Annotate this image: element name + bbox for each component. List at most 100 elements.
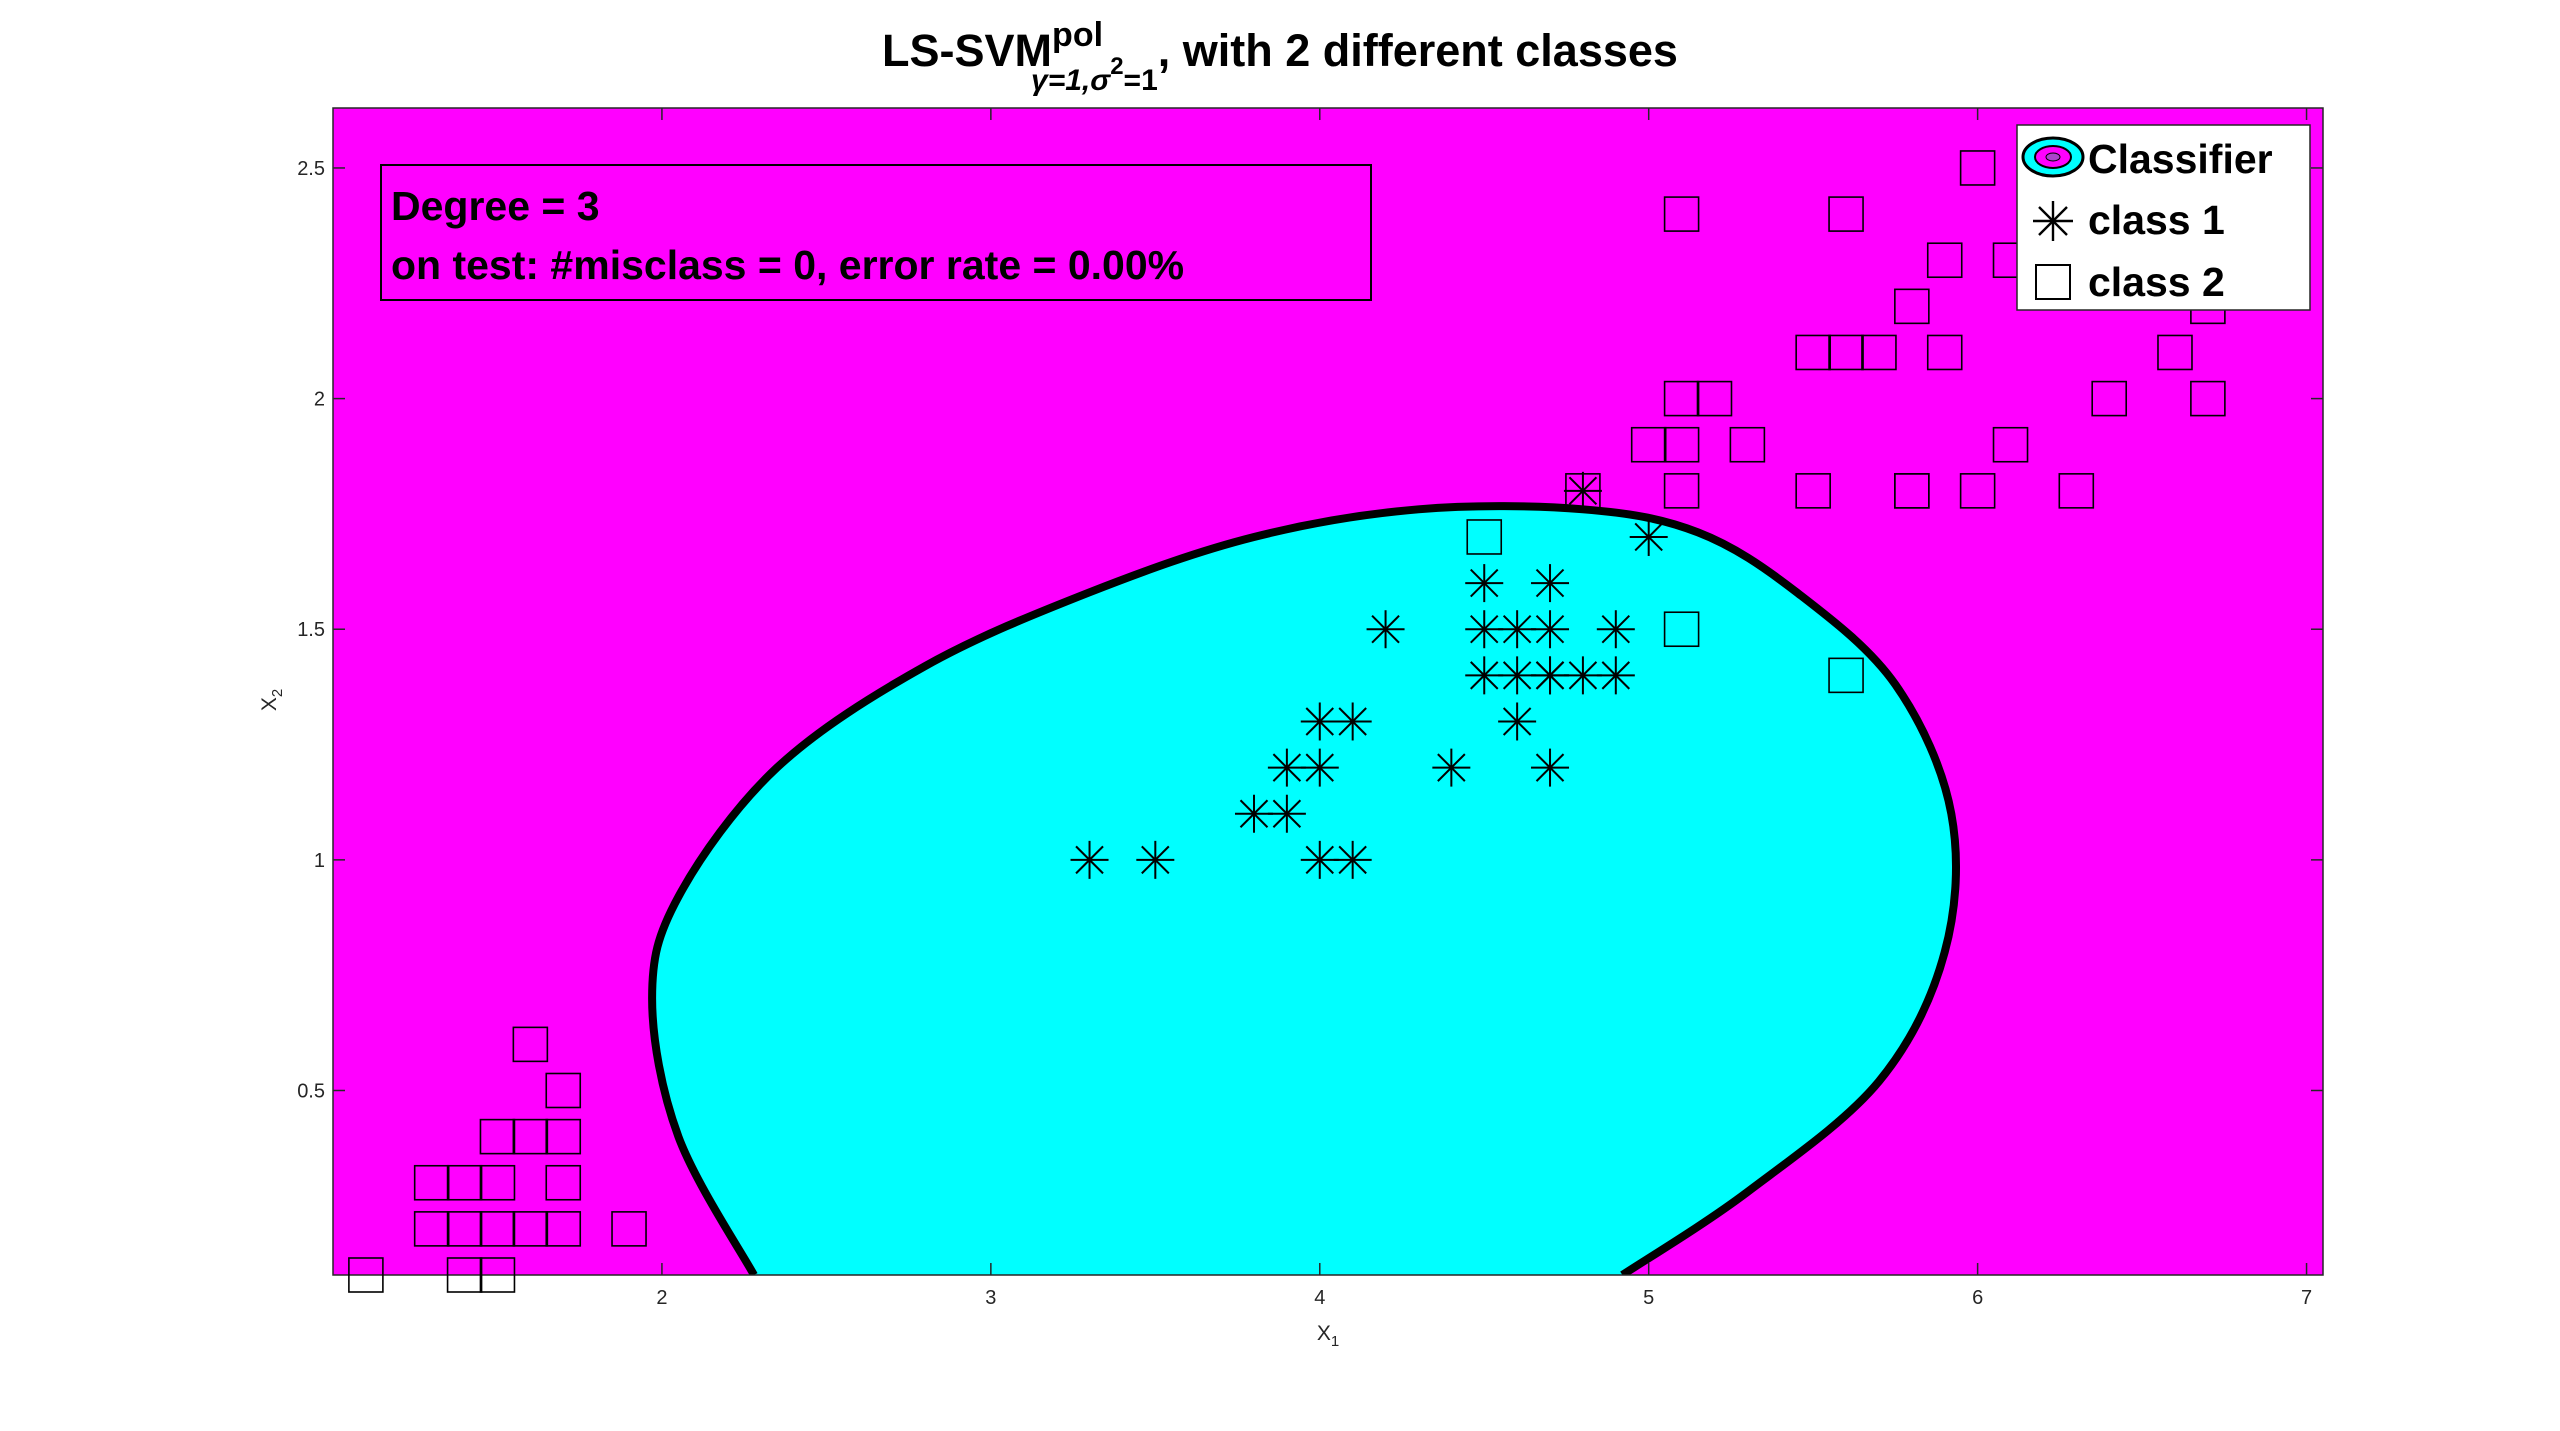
title-subscript-end: =1	[1124, 64, 1158, 97]
class-2-point	[512, 1118, 549, 1155]
x-axis-label: X1	[1317, 1322, 1339, 1350]
class-1-point	[1366, 610, 1405, 649]
class-2-point	[413, 1164, 450, 1201]
class-2-point	[545, 1211, 582, 1247]
axis-ticks: 2 3 4 5 6 7 0.5 1 1.5 2 2.5	[297, 108, 2323, 1309]
y-tick-label: 0.5	[297, 1080, 325, 1102]
class-2-point	[1663, 611, 1700, 648]
class-2-point	[1959, 150, 1996, 186]
class-2-point	[2157, 334, 2193, 371]
class-2-point	[512, 1211, 549, 1247]
class-2-point	[1861, 334, 1897, 371]
square-marker-icon	[2035, 264, 2071, 300]
class-2-point	[446, 1164, 483, 1201]
class-2-point	[1663, 380, 1700, 417]
info-test-result: on test: #misclass = 0, error rate = 0.0…	[391, 242, 1184, 288]
legend-label-class-2: class 2	[2088, 259, 2225, 305]
class-2-point	[1729, 426, 1766, 463]
class-1-point	[1136, 840, 1175, 879]
class-2-point	[545, 1164, 582, 1201]
class-1-point	[1070, 840, 1109, 879]
class-2-point	[413, 1211, 450, 1247]
class-1-point	[1234, 794, 1273, 833]
chart-title: LS-SVMpol γ=1,σ2=1, with 2 different clas…	[882, 16, 1678, 97]
class-2-point	[2058, 473, 2095, 509]
class-2-point	[1828, 334, 1864, 371]
y-tick-label: 2.5	[297, 158, 325, 180]
class-2-point	[1565, 473, 1601, 509]
class-1-point	[1531, 748, 1570, 787]
title-subscript-gamma: γ=1,	[1031, 64, 1090, 97]
class-2-point	[1926, 334, 1963, 371]
class-1-point	[1300, 748, 1339, 787]
class-2-point	[1894, 473, 1930, 509]
class-1-point	[1267, 794, 1306, 833]
class-1-point	[1563, 656, 1602, 695]
class-1-point	[1465, 656, 1504, 695]
x-tick-label: 4	[1314, 1287, 1325, 1309]
class-2-point	[1894, 288, 1930, 325]
class-2-point	[1466, 519, 1503, 555]
class-2-point	[1663, 473, 1700, 509]
legend: Classifier class 1 class 2	[2016, 124, 2311, 311]
class-1-point	[1333, 702, 1372, 741]
class-2-point	[1663, 426, 1700, 463]
info-box	[380, 164, 1372, 301]
class-2-point	[348, 1257, 384, 1293]
class-2-point	[479, 1211, 516, 1247]
class-2-point	[446, 1211, 483, 1247]
x-tick-label: 6	[1972, 1287, 1983, 1309]
class-1-point	[1498, 702, 1537, 741]
y-tick-label: 2	[314, 389, 325, 411]
class-2-point	[479, 1164, 516, 1201]
class-1-point	[1432, 748, 1471, 787]
class-1-point	[1596, 656, 1635, 695]
plot-area	[333, 108, 2323, 1275]
x-tick-label: 3	[985, 1287, 996, 1309]
x-tick-label: 5	[1643, 1287, 1654, 1309]
info-degree: Degree = 3	[391, 183, 600, 229]
title-rest: , with 2 different classes	[1158, 25, 1678, 76]
axes-frame	[332, 107, 2324, 1276]
positive-class-region	[652, 506, 1956, 1275]
y-axis-label: X2	[258, 689, 286, 711]
class-1-point	[1465, 564, 1504, 603]
class-2-point	[1926, 242, 1963, 279]
title-subscript-sigma-exponent: 2	[1110, 53, 1123, 80]
class-2-point	[1795, 473, 1831, 509]
classifier-contour-icon	[2021, 136, 2085, 178]
class-2-point	[1630, 426, 1667, 463]
title-main: LS-SVM	[882, 25, 1052, 76]
class-1-point	[1563, 471, 1602, 510]
asterisk-marker-icon	[2033, 201, 2073, 241]
x-tick-label: 7	[2301, 1287, 2312, 1309]
class-1-point	[1498, 610, 1537, 649]
legend-label-classifier: Classifier	[2088, 136, 2273, 182]
class-1-point	[1531, 656, 1570, 695]
class-2-point	[2091, 380, 2127, 417]
class-2-point	[2190, 380, 2226, 417]
info-annotation: Degree = 3 on test: #misclass = 0, error…	[380, 164, 1372, 301]
x-tick-label: 2	[656, 1287, 667, 1309]
decision-boundary-line	[648, 502, 1960, 1275]
class-2-point	[1828, 196, 1864, 232]
class-2-point	[1696, 380, 1733, 417]
class-2-point	[545, 1118, 582, 1155]
legend-label-class-1: class 1	[2088, 197, 2225, 243]
y-tick-label: 1	[314, 850, 325, 872]
title-superscript: pol	[1052, 16, 1103, 54]
class-2-point	[479, 1118, 516, 1155]
class-1-point	[1333, 840, 1372, 879]
class-2-point	[479, 1257, 516, 1293]
class-1-point	[1300, 840, 1339, 879]
y-tick-label: 1.5	[297, 619, 325, 641]
data-markers	[348, 150, 2226, 1293]
class-1-point	[1465, 610, 1504, 649]
class-1-point	[1531, 564, 1570, 603]
class-1-point	[1596, 610, 1635, 649]
class-2-point	[512, 1026, 549, 1063]
class-2-point	[1992, 426, 2029, 463]
class-1-point	[1300, 702, 1339, 741]
class-2-point	[611, 1211, 647, 1247]
